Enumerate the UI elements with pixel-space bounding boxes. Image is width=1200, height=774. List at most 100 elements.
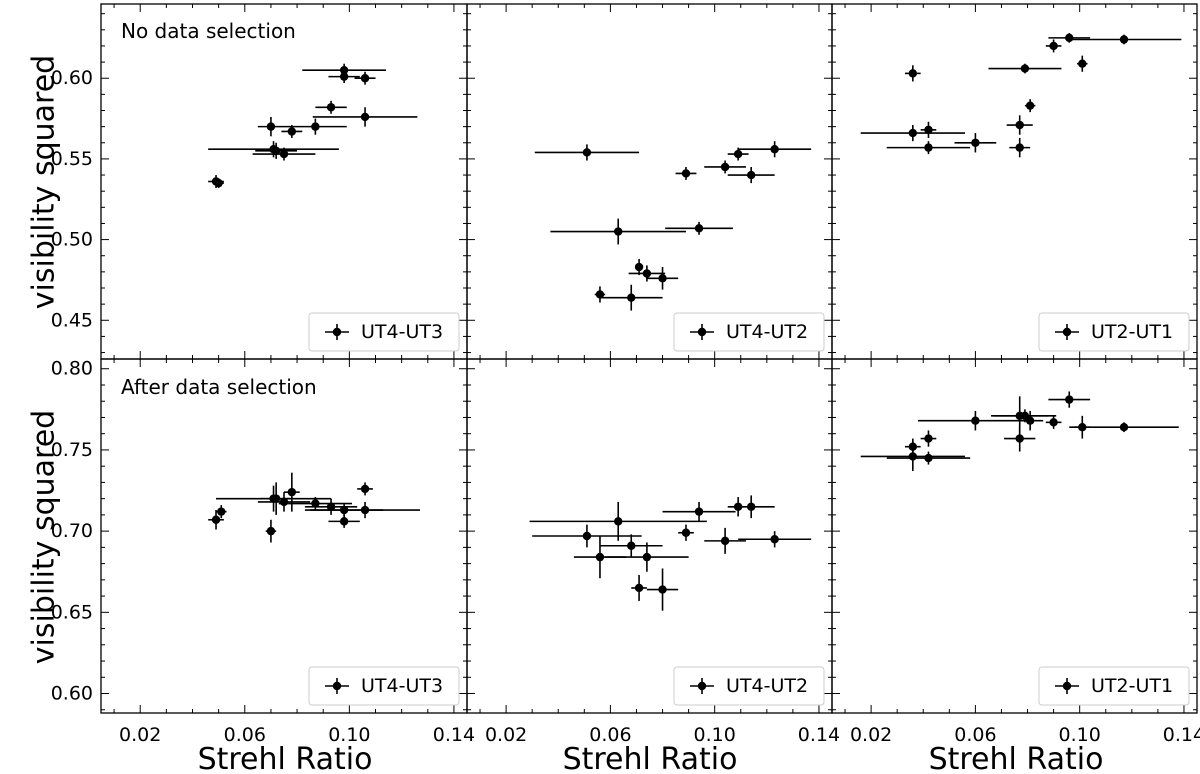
y-tick-label: 0.60: [51, 67, 93, 89]
x-tick-label: 0.02: [850, 724, 892, 746]
marker: [924, 453, 933, 463]
x-axis-title-col1: Strehl Ratio: [563, 742, 738, 774]
data-point: [284, 472, 300, 512]
data-point: [1077, 55, 1088, 72]
marker: [971, 138, 980, 147]
marker: [266, 122, 276, 131]
panel-frame: [831, 3, 1198, 360]
x-tick-label: 0.02: [485, 724, 527, 746]
panel-row1-col1: 0.02 0.06 0.10 0.14 UT4-UT2: [466, 358, 840, 746]
legend-box: [308, 312, 460, 352]
marker: [279, 497, 289, 507]
marker: [746, 502, 756, 511]
data-point: [260, 482, 292, 515]
legend-label: UT2-UT1: [1091, 321, 1173, 343]
panel-frame: [100, 358, 468, 714]
y-tick-label: 0.50: [51, 229, 93, 251]
marker: [614, 227, 623, 236]
legend: UT4-UT3: [308, 666, 460, 706]
legend-marker: [1062, 681, 1072, 691]
y-tick-label: 0.75: [51, 439, 93, 461]
marker: [924, 143, 933, 152]
marker: [924, 434, 933, 443]
panel-row0-col0: 0.45 0.50 0.55 0.60 UT4-UT3: [51, 3, 468, 360]
data-point: [918, 410, 1033, 431]
data-point: [886, 141, 971, 155]
data-point: [1069, 422, 1179, 433]
data-point: [920, 430, 937, 447]
data-point: [1024, 99, 1036, 113]
x-tick-label: 0.06: [224, 724, 266, 746]
x-axis-title-col0: Strehl Ratio: [198, 742, 373, 774]
data-point: [1045, 415, 1062, 429]
legend: UT4-UT2: [673, 666, 825, 706]
marker: [658, 274, 667, 283]
x-tick-label: 0.14: [433, 724, 475, 746]
marker: [908, 69, 918, 78]
data-point: [328, 514, 360, 528]
y-tick-label: 0.80: [51, 358, 93, 380]
legend-marker: [332, 327, 342, 337]
data-point: [257, 492, 311, 512]
data-point: [678, 524, 694, 541]
legend: UT2-UT1: [1038, 666, 1190, 706]
data-point: [738, 531, 812, 548]
data-point: [357, 482, 373, 496]
y-tick-label: 0.65: [51, 601, 93, 623]
x-tick-label: 0.10: [694, 724, 736, 746]
x-axis-title-col2: Strehl Ratio: [929, 742, 1104, 774]
legend-label: UT4-UT3: [361, 675, 443, 697]
annotation-no-selection: No data selection: [121, 19, 296, 43]
data-point: [328, 70, 360, 84]
y-tick-label: 0.45: [51, 309, 93, 331]
legend-box: [1038, 666, 1190, 706]
marker: [217, 507, 226, 516]
data-point: [532, 524, 642, 548]
marker: [770, 145, 779, 154]
legend: UT4-UT3: [308, 312, 460, 352]
y-tick-label: 0.55: [51, 148, 93, 170]
data-point: [1006, 115, 1033, 135]
panel-row0-col1: UT4-UT2: [466, 3, 833, 360]
marker: [1015, 434, 1024, 443]
marker: [360, 484, 370, 494]
data-point: [216, 505, 227, 519]
x-tick-label: 0.14: [1163, 724, 1200, 746]
marker: [1015, 120, 1024, 130]
panel-row1-col2: 0.02 0.06 0.10 0.14 UT2-UT1: [831, 358, 1200, 746]
data-point: [605, 542, 689, 572]
data-point: [727, 166, 775, 184]
data-point: [599, 534, 663, 558]
marker: [360, 112, 370, 122]
data-point: [631, 574, 647, 601]
legend: UT2-UT1: [1038, 312, 1190, 352]
data-point: [550, 218, 686, 245]
marker: [1119, 423, 1129, 432]
marker: [279, 149, 289, 159]
data-point: [886, 451, 971, 465]
x-tick-label: 0.10: [1059, 724, 1101, 746]
legend-box: [308, 666, 460, 706]
y-tick-label: 0.60: [51, 683, 93, 705]
data-point: [860, 441, 965, 472]
marker: [681, 169, 691, 178]
marker: [634, 583, 644, 593]
marker: [733, 149, 743, 159]
data-point: [208, 510, 224, 530]
marker: [642, 552, 652, 562]
marker: [1015, 143, 1024, 152]
marker: [1065, 395, 1074, 404]
marker: [326, 502, 336, 511]
panel-row1-col0: 0.02 0.06 0.10 0.14 0.60 0.65 0.70 0.75 0.80 UT4-…: [51, 358, 475, 746]
marker: [971, 416, 980, 425]
data-point: [1048, 391, 1091, 408]
x-tick-label: 0.06: [589, 724, 631, 746]
marker: [311, 499, 320, 508]
data-point: [304, 498, 358, 515]
legend-box: [1038, 312, 1190, 352]
panel-frame: [100, 3, 468, 360]
marker: [287, 127, 297, 136]
marker: [266, 526, 276, 536]
marker: [908, 452, 918, 461]
marker: [681, 528, 691, 537]
